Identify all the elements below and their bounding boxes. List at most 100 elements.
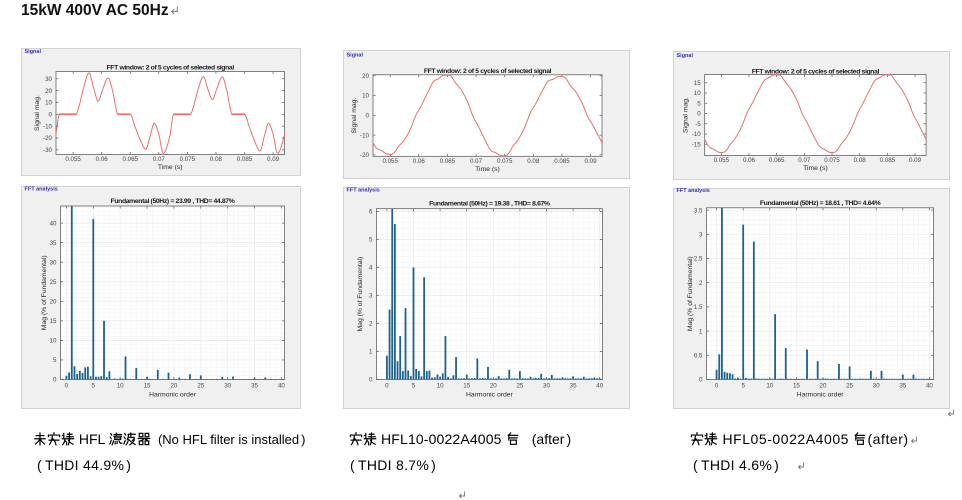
svg-text:Fundamental (50Hz) = 23.99 , T: Fundamental (50Hz) = 23.99 , THD= 44.87% [111, 198, 235, 205]
svg-text:0.08: 0.08 [854, 157, 867, 164]
svg-text:15: 15 [694, 80, 701, 87]
svg-text:40: 40 [926, 383, 933, 390]
svg-text:1: 1 [369, 349, 373, 356]
svg-text:0.08: 0.08 [210, 156, 223, 163]
svg-text:20: 20 [490, 383, 497, 390]
svg-text:0: 0 [369, 377, 373, 384]
svg-text:Harmonic order: Harmonic order [149, 392, 197, 399]
svg-text:0: 0 [697, 111, 701, 118]
svg-text:Fundamental (50Hz) = 19.38 , T: Fundamental (50Hz) = 19.38 , THD= 8.67% [429, 201, 550, 208]
svg-text:30: 30 [50, 259, 57, 266]
svg-text:0.065: 0.065 [440, 158, 456, 165]
svg-text:0.08: 0.08 [527, 158, 540, 165]
svg-text:6: 6 [369, 209, 373, 216]
svg-text:0: 0 [53, 377, 57, 384]
svg-text:-10: -10 [360, 132, 370, 139]
svg-text:0.06: 0.06 [743, 157, 756, 164]
svg-text:0.075: 0.075 [824, 157, 840, 164]
svg-text:FFT window: 2 of 5 cycles of s: FFT window: 2 of 5 cycles of selected si… [752, 68, 880, 75]
svg-text:25: 25 [50, 279, 57, 286]
svg-text:0.085: 0.085 [880, 157, 896, 164]
svg-text:Signal mag.: Signal mag. [683, 97, 690, 133]
svg-text:35: 35 [50, 240, 57, 247]
svg-text:20: 20 [50, 299, 57, 306]
svg-text:0.09: 0.09 [267, 156, 280, 163]
svg-text:FFT analysis: FFT analysis [677, 188, 710, 194]
svg-text:0.055: 0.055 [714, 157, 730, 164]
svg-text:40: 40 [50, 220, 57, 227]
svg-text:5: 5 [53, 357, 57, 364]
svg-text:20: 20 [820, 383, 827, 390]
svg-text:0.07: 0.07 [798, 157, 811, 164]
svg-text:FFT analysis: FFT analysis [347, 188, 380, 194]
svg-text:1: 1 [699, 328, 703, 335]
svg-text:-20: -20 [43, 135, 53, 142]
svg-text:10: 10 [45, 100, 52, 107]
svg-text:30: 30 [543, 383, 550, 390]
svg-text:35: 35 [899, 383, 906, 390]
svg-text:Mag (% of Fundamental): Mag (% of Fundamental) [687, 256, 694, 331]
svg-text:10: 10 [437, 383, 444, 390]
svg-text:0: 0 [385, 383, 389, 390]
svg-text:0: 0 [699, 377, 703, 384]
svg-text:-10: -10 [692, 131, 702, 138]
svg-text:20: 20 [362, 73, 369, 80]
svg-text:0.07: 0.07 [470, 158, 483, 165]
svg-text:15: 15 [50, 318, 57, 325]
svg-text:0: 0 [715, 383, 719, 390]
svg-text:0: 0 [65, 383, 69, 390]
svg-text:3.5: 3.5 [694, 207, 703, 214]
svg-text:5: 5 [741, 383, 745, 390]
svg-text:35: 35 [251, 383, 258, 390]
svg-text:5: 5 [92, 383, 96, 390]
svg-text:Time (s): Time (s) [803, 165, 828, 172]
svg-text:15: 15 [793, 383, 800, 390]
svg-text:-5: -5 [695, 121, 701, 128]
svg-text:0.075: 0.075 [497, 158, 513, 165]
svg-text:0.07: 0.07 [153, 156, 166, 163]
svg-text:4: 4 [369, 265, 373, 272]
svg-text:40: 40 [596, 383, 603, 390]
svg-text:Signal: Signal [677, 53, 694, 59]
svg-text:3: 3 [699, 232, 703, 239]
svg-text:30: 30 [224, 383, 231, 390]
svg-text:0.085: 0.085 [554, 158, 570, 165]
svg-text:30: 30 [45, 76, 52, 83]
svg-text:0.065: 0.065 [123, 156, 139, 163]
svg-text:0.06: 0.06 [413, 158, 426, 165]
svg-text:10: 10 [694, 90, 701, 97]
svg-text:0.5: 0.5 [694, 353, 703, 360]
svg-text:25: 25 [197, 383, 204, 390]
svg-text:0.065: 0.065 [769, 157, 785, 164]
svg-text:20: 20 [170, 383, 177, 390]
svg-text:3: 3 [369, 293, 373, 300]
svg-text:25: 25 [846, 383, 853, 390]
svg-text:5: 5 [369, 237, 373, 244]
svg-text:FFT analysis: FFT analysis [25, 187, 58, 193]
svg-text:-10: -10 [43, 123, 53, 130]
svg-text:10: 10 [50, 338, 57, 345]
svg-text:Time (s): Time (s) [158, 164, 183, 171]
svg-text:FFT window: 2 of 5 cycles of s: FFT window: 2 of 5 cycles of selected si… [107, 65, 235, 72]
svg-text:-30: -30 [43, 147, 53, 154]
svg-text:0: 0 [49, 112, 53, 119]
svg-text:0.075: 0.075 [180, 156, 196, 163]
svg-text:Signal mag.: Signal mag. [351, 98, 358, 134]
svg-text:Signal: Signal [347, 53, 364, 59]
svg-text:Signal mag.: Signal mag. [34, 95, 41, 131]
svg-text:10: 10 [766, 383, 773, 390]
svg-text:Signal: Signal [25, 49, 42, 55]
svg-text:-20: -20 [360, 152, 370, 159]
svg-text:2: 2 [699, 280, 703, 287]
svg-text:Time (s): Time (s) [475, 166, 500, 173]
svg-text:1.5: 1.5 [694, 304, 703, 311]
svg-text:0.06: 0.06 [96, 156, 109, 163]
svg-text:Mag (% of Fundamental): Mag (% of Fundamental) [41, 255, 48, 330]
svg-text:25: 25 [516, 383, 523, 390]
svg-text:2: 2 [369, 321, 373, 328]
svg-text:0.085: 0.085 [237, 156, 253, 163]
svg-text:15: 15 [144, 383, 151, 390]
svg-text:30: 30 [873, 383, 880, 390]
svg-text:10: 10 [117, 383, 124, 390]
svg-text:0.055: 0.055 [382, 158, 398, 165]
